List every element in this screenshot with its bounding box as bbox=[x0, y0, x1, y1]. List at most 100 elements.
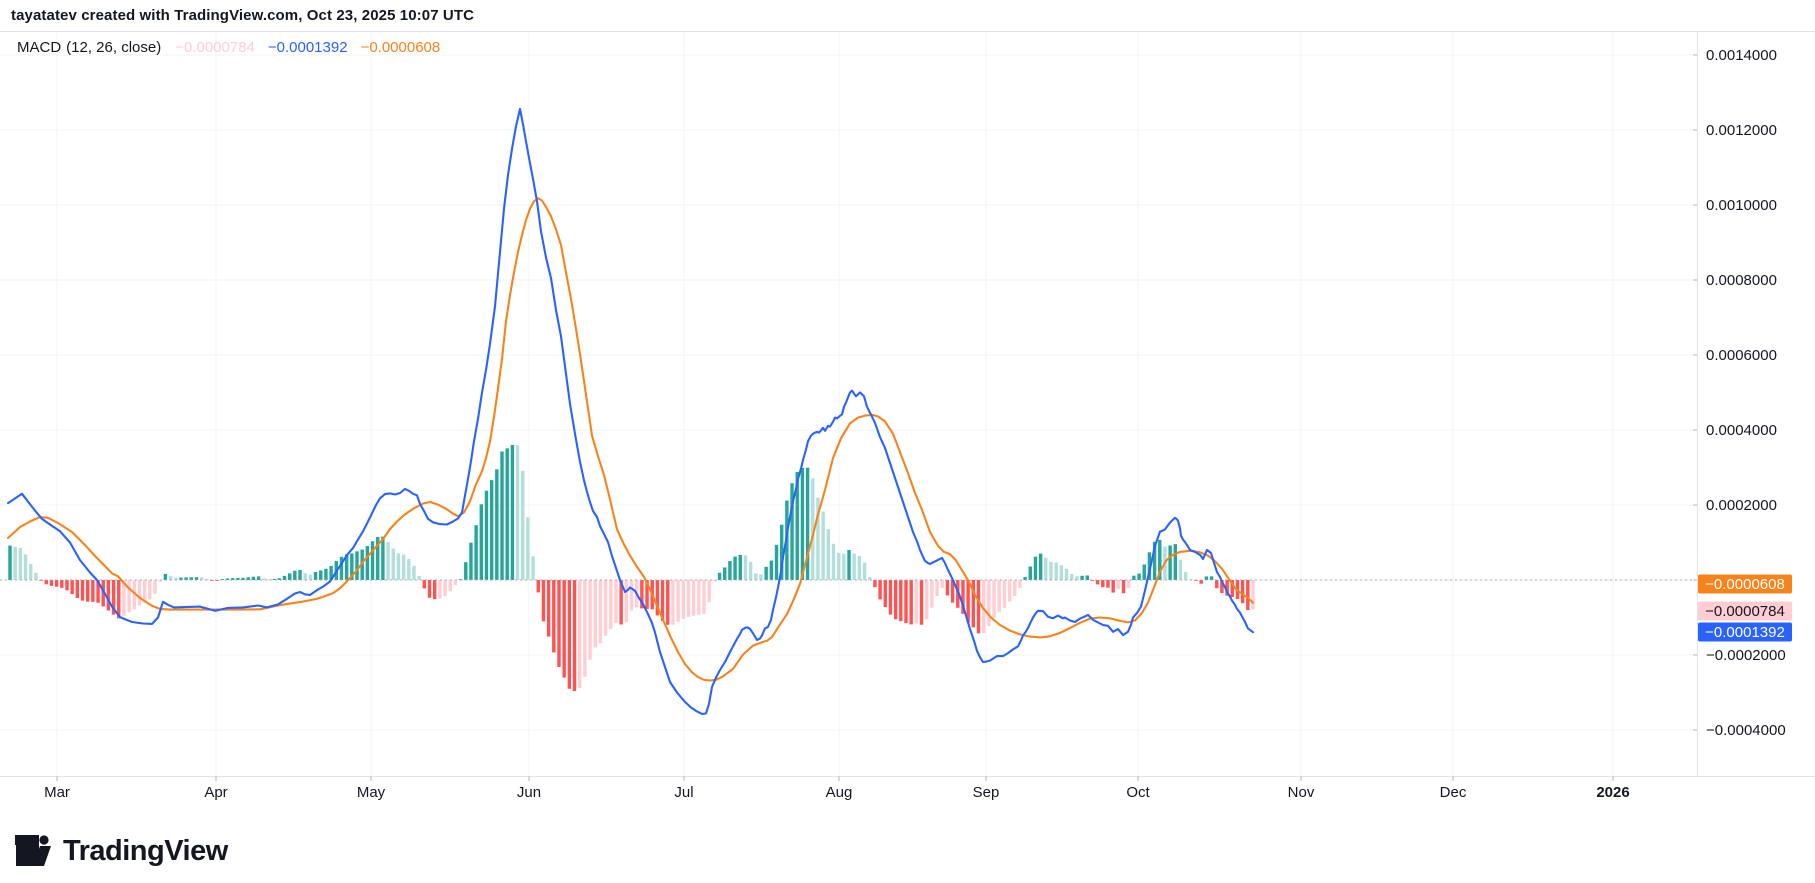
histogram-bar bbox=[681, 580, 685, 619]
histogram-bar bbox=[122, 580, 126, 616]
histogram-bar bbox=[1199, 580, 1203, 584]
histogram-bar bbox=[997, 580, 1001, 612]
histogram-bar bbox=[909, 580, 913, 625]
price-label: 0.0014000 bbox=[1706, 47, 1777, 64]
histogram-bar bbox=[241, 577, 245, 580]
histogram-bar bbox=[940, 580, 944, 589]
histogram-bar bbox=[950, 580, 955, 603]
histogram-bar bbox=[790, 483, 794, 580]
indicator-name[interactable]: MACD bbox=[17, 38, 62, 56]
histogram-bar bbox=[23, 554, 28, 580]
histogram-bar bbox=[376, 537, 380, 580]
histogram-bar bbox=[1183, 571, 1188, 580]
histogram-bar bbox=[805, 467, 810, 580]
time-scale[interactable]: Mar Apr May Jun Jul Aug Sep Oct Nov Dec 2026 bbox=[44, 776, 1630, 801]
time-label: Apr bbox=[204, 784, 227, 801]
histogram-bar bbox=[1023, 577, 1027, 580]
histogram-bar bbox=[966, 580, 970, 623]
histogram-bar bbox=[174, 577, 178, 580]
histogram-bar bbox=[702, 580, 706, 614]
histogram-bar bbox=[1075, 576, 1079, 580]
histogram-bar bbox=[117, 580, 121, 619]
tradingview-logo-icon bbox=[15, 835, 51, 866]
histogram-bar bbox=[427, 580, 432, 598]
histogram-bar bbox=[976, 580, 981, 634]
histogram-bar bbox=[111, 580, 116, 615]
histogram-bar bbox=[18, 547, 23, 580]
histogram-bar bbox=[826, 529, 831, 580]
histogram-bar bbox=[422, 580, 427, 589]
price-scale[interactable]: 0.0014000 0.0012000 0.0010000 0.0008000 0.00… bbox=[1693, 47, 1792, 739]
histogram-bar bbox=[743, 555, 748, 580]
price-label: 0.0008000 bbox=[1706, 272, 1777, 289]
histogram-bar bbox=[852, 553, 856, 580]
histogram-bar bbox=[619, 580, 623, 625]
macd-line bbox=[6, 107, 1255, 715]
histogram-bar bbox=[842, 553, 846, 580]
histogram-bar bbox=[536, 580, 540, 593]
histogram-bar bbox=[1085, 575, 1089, 580]
histogram-bar bbox=[893, 580, 898, 620]
histogram-bar bbox=[919, 580, 924, 625]
histogram-bar bbox=[60, 580, 64, 588]
histogram-bar bbox=[70, 580, 74, 595]
histogram-bar bbox=[1049, 561, 1053, 580]
histogram-bar bbox=[588, 580, 592, 660]
histogram-bar bbox=[774, 544, 779, 580]
price-label: 0.0006000 bbox=[1706, 347, 1777, 364]
histogram-bar bbox=[215, 580, 219, 581]
histogram-bar bbox=[914, 580, 919, 624]
histogram-bar bbox=[981, 580, 986, 634]
histogram-bar bbox=[1152, 541, 1157, 580]
histogram-bar bbox=[1080, 575, 1084, 580]
histogram-bar bbox=[137, 580, 142, 606]
histogram-bar bbox=[816, 497, 820, 580]
histogram-bar bbox=[329, 565, 333, 580]
histogram-bar bbox=[220, 579, 225, 580]
histogram-bar bbox=[282, 575, 287, 580]
price-badge-histogram: −0.0000784 bbox=[1698, 601, 1792, 621]
indicator-legend[interactable]: MACD (12, 26, close) −0.0000784 −0.00013… bbox=[17, 38, 453, 56]
histogram-bar bbox=[691, 580, 696, 616]
histogram-bar bbox=[148, 580, 152, 600]
histogram-bar bbox=[127, 580, 131, 613]
histogram-bar bbox=[1142, 564, 1146, 580]
histogram-bar bbox=[355, 551, 359, 580]
histogram-bar bbox=[453, 580, 458, 586]
histogram-bar bbox=[231, 578, 235, 580]
time-label: 2026 bbox=[1596, 784, 1629, 801]
histogram-bar bbox=[1215, 580, 1219, 589]
histogram-bar bbox=[163, 573, 168, 580]
histogram-bar bbox=[85, 580, 90, 602]
histogram-bar bbox=[873, 580, 877, 588]
histogram-bar bbox=[614, 580, 618, 623]
histogram-bar bbox=[1251, 580, 1255, 610]
legend-macd-value: −0.0001392 bbox=[267, 38, 348, 56]
histogram-bar bbox=[1147, 552, 1152, 580]
histogram-bar bbox=[510, 445, 515, 580]
indicator-params: (12, 26, close) bbox=[66, 38, 162, 56]
histogram-bar bbox=[645, 580, 649, 609]
histogram-bar bbox=[225, 578, 230, 580]
time-label: Nov bbox=[1288, 784, 1315, 801]
histogram-bar bbox=[769, 560, 774, 580]
histogram-bar bbox=[624, 580, 629, 623]
histogram-bar bbox=[546, 580, 551, 637]
histogram-bar bbox=[1106, 580, 1110, 588]
histogram-bar bbox=[49, 580, 54, 586]
histogram-bar bbox=[1230, 580, 1234, 598]
histogram-bar bbox=[961, 580, 965, 614]
histogram-bar bbox=[1240, 580, 1245, 604]
histogram-bar bbox=[1137, 573, 1141, 580]
histogram-bar bbox=[754, 573, 758, 580]
footer-branding[interactable]: TradingView bbox=[14, 831, 228, 871]
histogram-bar bbox=[407, 558, 411, 580]
histogram-bar bbox=[401, 554, 406, 580]
histogram-bar bbox=[267, 579, 271, 580]
histogram-bar bbox=[500, 451, 504, 580]
histogram-bar bbox=[484, 490, 489, 580]
histogram-bar bbox=[666, 580, 670, 625]
histogram-bar bbox=[319, 570, 323, 580]
histogram-bar bbox=[671, 580, 675, 625]
